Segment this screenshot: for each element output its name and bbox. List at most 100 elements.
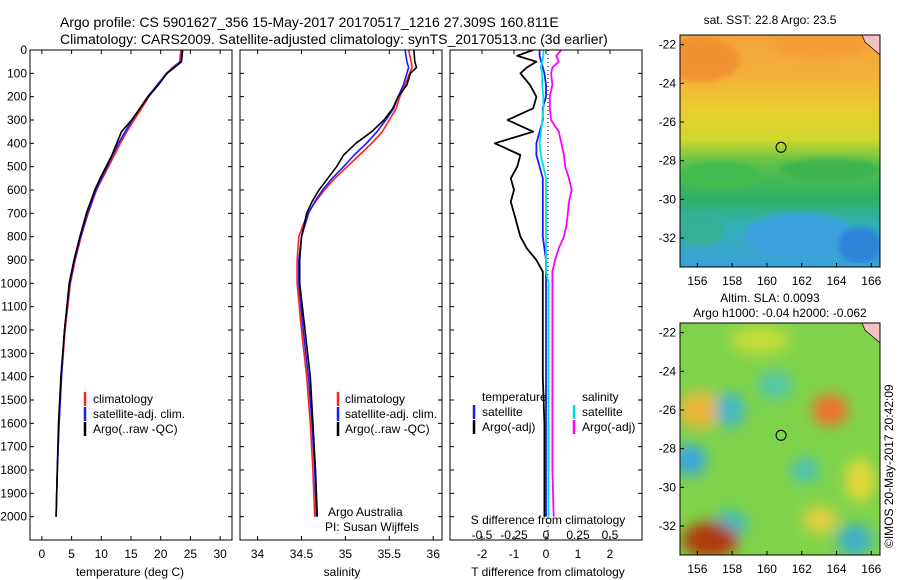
sla-low-patch (791, 458, 819, 482)
map-lat-tick-label: -24 (659, 76, 677, 90)
x-tick-label: 1 (575, 547, 582, 561)
series-line-satellite-adj-clim- (55, 50, 183, 517)
difference-axes-frame (449, 49, 643, 541)
map-lon-tick-label: 162 (792, 274, 812, 288)
map-lon-tick-label: 156 (687, 274, 707, 288)
x-tick-label: 5 (68, 547, 75, 561)
y-tick-label: 200 (7, 90, 27, 104)
series-line-salinity-argo-adj- (548, 50, 573, 517)
sla-low-patch (715, 392, 745, 428)
difference-x-label: T difference from climatology (471, 565, 625, 579)
temperature-legend-climatology: climatology (93, 392, 153, 406)
x-tick-label: 34.5 (290, 547, 314, 561)
sla-map-ticks: 156 158 160 162 164 166 -22 -24 -26 -28 -30 -32 (659, 326, 882, 576)
map-lon-tick-label: 158 (722, 562, 742, 576)
x-tick-label: 0 (543, 547, 550, 561)
salinity-legend: climatology satellite-adj. clim. Argo(..… (336, 392, 437, 436)
y-tick-label: 800 (7, 230, 27, 244)
sla-field (680, 323, 880, 555)
sst-warm-patch (680, 38, 740, 82)
y-tick-label: 300 (7, 113, 27, 127)
y-tick-label: 600 (7, 183, 27, 197)
sla-coastline-land (861, 323, 880, 344)
figure-title-line2: Climatology: CARS2009. Satellite-adjuste… (60, 31, 608, 47)
y-tick-label: 2000 (0, 510, 27, 524)
series-line-satellite-adj-clim- (297, 50, 410, 517)
x-tick-label: 15 (124, 547, 138, 561)
sla-map-title-line2: Argo h1000: -0.04 h2000: -0.062 (693, 306, 867, 320)
temperature-x-label: temperature (deg C) (76, 565, 184, 579)
map-lon-tick-label: 162 (792, 562, 812, 576)
temperature-legend: climatology satellite-adj. clim. Argo(..… (83, 392, 185, 436)
y-tick-label: 1500 (0, 393, 27, 407)
salinity-lines (296, 50, 418, 517)
map-lat-tick-label: -28 (659, 154, 677, 168)
map-lat-tick-label: -32 (659, 519, 677, 533)
difference-legend-temp-satellite: satellite (482, 405, 523, 419)
temperature-legend-argo: Argo(..raw -QC) (93, 422, 178, 436)
y-tick-label: 1600 (0, 416, 27, 430)
salinity-x-label: salinity (324, 565, 361, 579)
sst-features (680, 35, 880, 263)
s-tick-label: -0.25 (500, 528, 528, 542)
figure-title-line1: Argo profile: CS 5901627_356 15-May-2017… (60, 14, 559, 30)
sst-coastline-land (861, 35, 880, 56)
series-line-temperature-satellite (535, 50, 547, 517)
sst-cool-patch (838, 227, 880, 263)
series-line-climatology (296, 50, 413, 517)
map-lon-tick-label: 160 (757, 562, 777, 576)
sla-features (680, 326, 874, 555)
s-tick-label: 0.5 (602, 528, 619, 542)
sla-heatmap (680, 323, 880, 555)
x-tick-label: -1 (509, 547, 520, 561)
map-lat-tick-label: -26 (659, 115, 677, 129)
difference-legend-sal-satellite: satellite (582, 405, 623, 419)
sst-green-patch (780, 158, 880, 182)
x-tick-label: 25 (184, 547, 198, 561)
map-lon-tick-label: 166 (861, 562, 881, 576)
map-lon-tick-label: 166 (861, 274, 881, 288)
series-line-salinity-satellite (538, 50, 550, 517)
sla-low-patch (837, 524, 873, 555)
sla-high-patch (812, 394, 848, 426)
x-tick-label: 35.5 (378, 547, 402, 561)
x-tick-label: 2 (607, 547, 614, 561)
difference-legend-sal-argo: Argo(-adj) (582, 420, 635, 434)
map-lat-tick-label: -24 (659, 364, 677, 378)
sla-map-title-line1: Altim. SLA: 0.0093 (720, 291, 820, 305)
difference-legend: temperature satellite Argo(-adj) salinit… (472, 390, 635, 434)
sla-map-panel: Altim. SLA: 0.0093 Argo h1000: -0.04 h20… (659, 291, 882, 576)
sla-low-patch (757, 371, 793, 399)
difference-ticks: -2 -1 0 1 2 -0.5 -0.25 0 0.25 0.5 (450, 49, 642, 561)
map-lon-tick-label: 164 (827, 274, 847, 288)
y-tick-label: 400 (7, 136, 27, 150)
map-lat-tick-label: -26 (659, 403, 677, 417)
s-tick-label: 0.25 (566, 528, 590, 542)
sst-map-frame (679, 34, 881, 268)
x-tick-label: 30 (213, 547, 227, 561)
temperature-axes-frame (29, 49, 233, 541)
series-line-argo-raw-qc- (55, 50, 184, 517)
difference-lines (493, 50, 573, 517)
salinity-credit-line1: Argo Australia (328, 505, 403, 519)
series-line-temperature-argo-adj- (493, 50, 546, 517)
salinity-axes-frame (239, 49, 443, 541)
temperature-legend-satellite: satellite-adj. clim. (93, 407, 185, 421)
x-tick-label: 0 (39, 547, 46, 561)
y-tick-label: 1300 (0, 346, 27, 360)
sst-cool-patch (745, 213, 855, 257)
sla-high-patch (680, 392, 722, 428)
y-tick-label: 500 (7, 160, 27, 174)
temperature-ticks: 0100200300400500600700800900100011001200… (0, 43, 232, 561)
map-lon-tick-label: 158 (722, 274, 742, 288)
sla-high-patch (802, 506, 838, 534)
y-tick-label: 1400 (0, 370, 27, 384)
x-tick-label: 36 (427, 547, 441, 561)
sla-low-patch (680, 444, 706, 476)
difference-legend-temperature-title: temperature (482, 390, 547, 404)
sst-map-ticks: 156 158 160 162 164 166 -22 -24 -26 -28 -30 -32 (659, 38, 882, 288)
y-tick-label: 1900 (0, 486, 27, 500)
sst-profile-marker (775, 141, 787, 153)
series-line-climatology (55, 50, 182, 517)
timestamp-label: ©IMOS 20-May-2017 20:42:09 (882, 384, 896, 548)
